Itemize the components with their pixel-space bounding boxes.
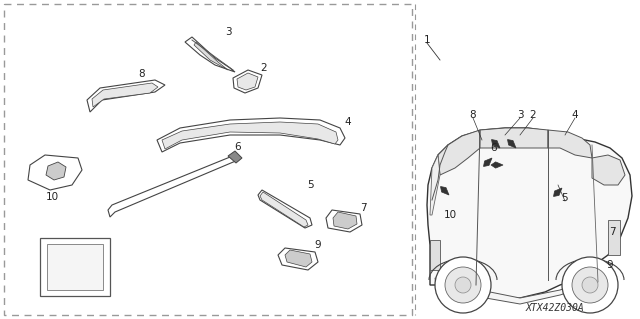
Text: 5: 5 bbox=[562, 193, 568, 203]
Polygon shape bbox=[157, 118, 345, 152]
Polygon shape bbox=[427, 128, 632, 298]
Polygon shape bbox=[162, 122, 338, 149]
Polygon shape bbox=[508, 139, 516, 148]
Text: 1: 1 bbox=[424, 35, 430, 45]
Polygon shape bbox=[483, 158, 492, 167]
Bar bbox=[47, 244, 103, 290]
Text: 8: 8 bbox=[470, 110, 476, 120]
Text: 7: 7 bbox=[609, 227, 615, 237]
Polygon shape bbox=[237, 73, 258, 90]
Polygon shape bbox=[333, 212, 357, 229]
Text: 10: 10 bbox=[45, 192, 59, 202]
Text: 2: 2 bbox=[260, 63, 268, 73]
Polygon shape bbox=[492, 139, 500, 148]
Text: 4: 4 bbox=[572, 110, 579, 120]
Polygon shape bbox=[440, 187, 449, 195]
Text: XTX42Z030A: XTX42Z030A bbox=[525, 303, 584, 313]
Polygon shape bbox=[438, 130, 480, 175]
Polygon shape bbox=[548, 130, 592, 158]
Polygon shape bbox=[592, 155, 625, 185]
Polygon shape bbox=[28, 155, 82, 190]
Circle shape bbox=[562, 257, 618, 313]
Text: 3: 3 bbox=[516, 110, 524, 120]
Text: 4: 4 bbox=[345, 117, 351, 127]
Text: 6: 6 bbox=[491, 143, 497, 153]
Polygon shape bbox=[285, 250, 312, 267]
Polygon shape bbox=[435, 278, 595, 304]
Text: 3: 3 bbox=[225, 27, 231, 37]
Polygon shape bbox=[258, 190, 312, 228]
Circle shape bbox=[455, 277, 471, 293]
Text: 8: 8 bbox=[139, 69, 145, 79]
Polygon shape bbox=[185, 37, 235, 72]
Circle shape bbox=[445, 267, 481, 303]
Polygon shape bbox=[430, 155, 440, 215]
Circle shape bbox=[435, 257, 491, 313]
Polygon shape bbox=[46, 162, 66, 180]
Circle shape bbox=[582, 277, 598, 293]
Polygon shape bbox=[233, 70, 262, 93]
Circle shape bbox=[572, 267, 608, 303]
Text: 9: 9 bbox=[607, 260, 613, 270]
Polygon shape bbox=[278, 248, 318, 270]
Polygon shape bbox=[92, 83, 158, 107]
Polygon shape bbox=[228, 151, 242, 163]
Polygon shape bbox=[108, 155, 238, 217]
Text: 5: 5 bbox=[307, 180, 314, 190]
Bar bbox=[4, 4, 412, 315]
Text: 10: 10 bbox=[444, 210, 456, 220]
Text: 7: 7 bbox=[360, 203, 366, 213]
Polygon shape bbox=[480, 128, 548, 148]
Polygon shape bbox=[491, 162, 503, 168]
Polygon shape bbox=[326, 210, 362, 232]
Text: 9: 9 bbox=[315, 240, 321, 250]
Bar bbox=[430, 240, 440, 270]
Polygon shape bbox=[194, 42, 228, 70]
Text: 2: 2 bbox=[530, 110, 536, 120]
Bar bbox=[40, 238, 110, 296]
Polygon shape bbox=[87, 80, 165, 112]
Bar bbox=[608, 220, 620, 255]
Polygon shape bbox=[554, 188, 562, 197]
Text: 6: 6 bbox=[235, 142, 241, 152]
Polygon shape bbox=[260, 192, 308, 227]
